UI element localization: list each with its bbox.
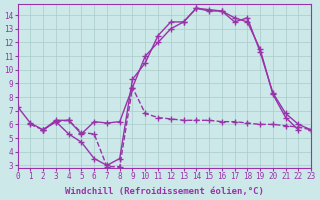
X-axis label: Windchill (Refroidissement éolien,°C): Windchill (Refroidissement éolien,°C) (65, 187, 264, 196)
